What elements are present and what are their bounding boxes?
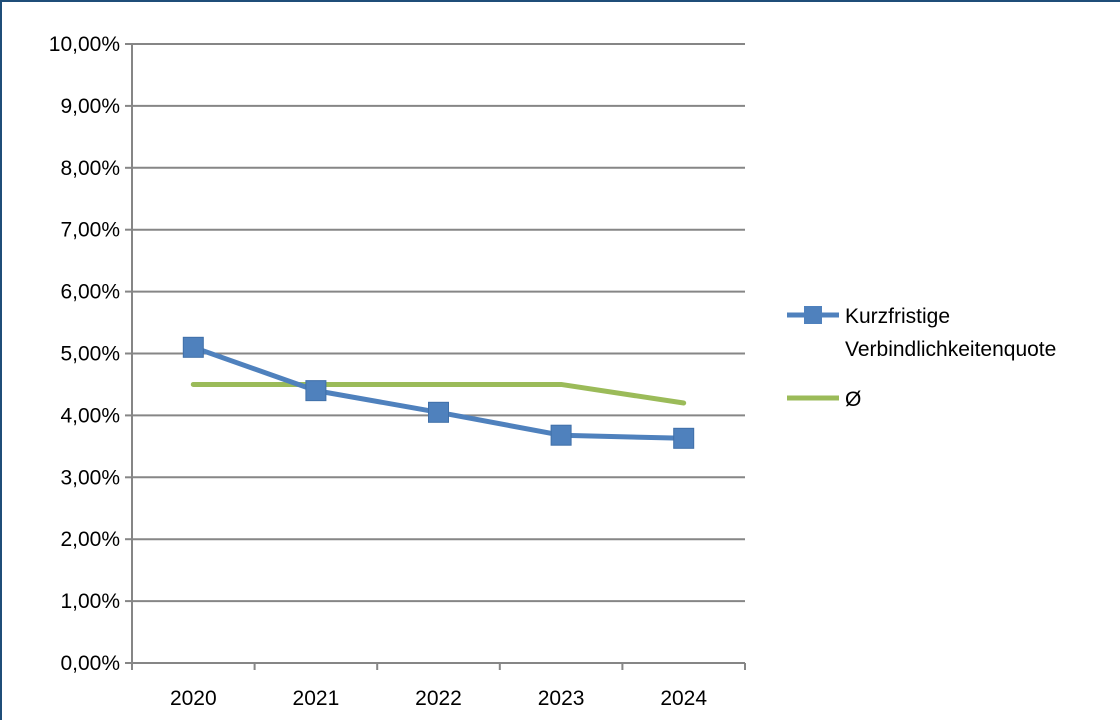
legend-label: Ø [845,388,861,411]
y-tick-label: 4,00% [60,404,120,427]
axes [125,43,746,670]
y-tick-label: 6,00% [60,281,120,304]
legend-label: Verbindlichkeitenquote [845,338,1056,361]
x-tick-label: 2023 [538,687,585,710]
data-point-marker [305,380,327,402]
y-tick-label: 7,00% [60,219,120,242]
y-tick-label: 3,00% [60,466,120,489]
series-lines [182,336,695,449]
y-tick-label: 0,00% [60,652,120,675]
y-tick-label: 10,00% [49,33,120,56]
data-point-marker [182,336,204,358]
y-tick-label: 2,00% [60,528,120,551]
x-tick-labels: 2020 2021 2022 2023 2024 [170,687,707,710]
legend: Kurzfristige Verbindlichkeitenquote Ø [787,305,1056,411]
x-tick-label: 2022 [415,687,462,710]
y-tick-label: 9,00% [60,95,120,118]
series-line-1 [190,381,687,406]
data-point-marker [428,401,449,423]
x-tick-label: 2021 [293,687,340,710]
y-tick-labels: 0,00% 1,00% 2,00% 3,00% 4,00% 5,00% 6,00% 7,00%… [49,33,120,675]
y-tick-label: 1,00% [60,590,120,613]
y-tick-label: 5,00% [60,343,120,366]
gridlines [132,43,745,603]
legend-label: Kurzfristige [845,305,950,328]
y-tick-label: 8,00% [60,157,120,180]
x-tick-label: 2024 [660,687,707,710]
x-tick-label: 2020 [170,687,217,710]
legend-swatch-marker [804,306,822,324]
data-point-marker [550,424,572,446]
data-point-marker [673,427,695,449]
